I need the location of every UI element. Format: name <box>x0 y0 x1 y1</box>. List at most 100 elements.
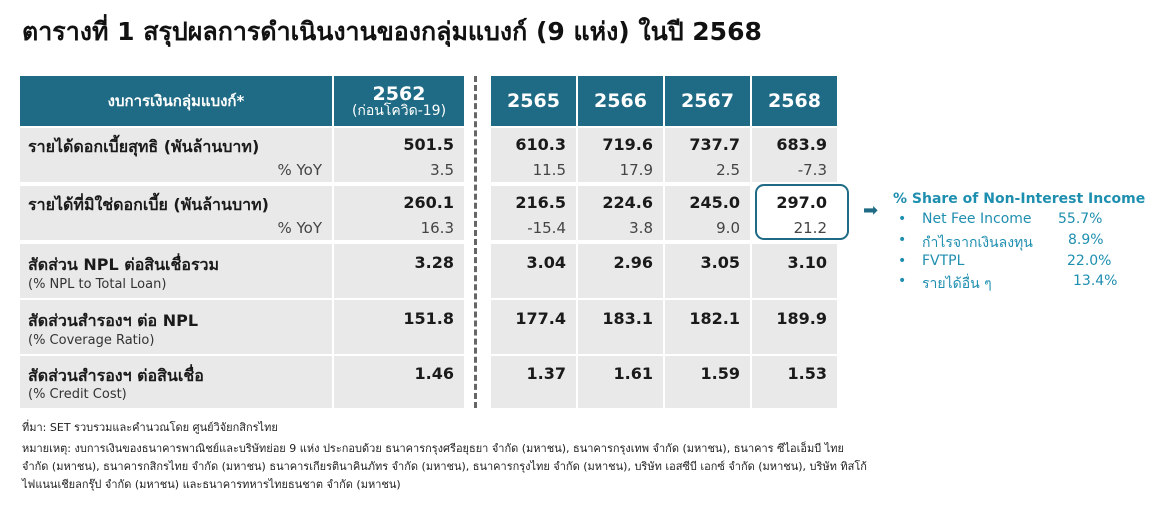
value: 1.59 <box>700 364 740 383</box>
cell-2565: 610.3 11.5 <box>491 128 576 182</box>
cell-2567: 1.59 <box>665 356 750 408</box>
value: 183.1 <box>602 309 653 328</box>
yoy-value: -7.3 <box>797 161 827 179</box>
value: 1.46 <box>414 364 454 383</box>
row-sublabel: (% Credit Cost) <box>28 387 127 402</box>
cell-2567: 3.05 <box>665 244 750 298</box>
cell-2568: 1.53 <box>752 356 837 408</box>
value: 2.96 <box>613 253 653 272</box>
cell-2566: 224.6 3.8 <box>578 186 663 240</box>
cell-2562: 151.8 <box>334 300 464 354</box>
row-sublabel: % YoY <box>277 161 322 179</box>
cell-2565: 216.5 -15.4 <box>491 186 576 240</box>
row-label: สัดส่วนสำรองฯ ต่อสินเชื่อ <box>28 366 204 385</box>
cell-2567: 182.1 <box>665 300 750 354</box>
bullet-icon: • <box>898 253 907 269</box>
value: 216.5 <box>515 193 566 212</box>
bullet-icon: • <box>898 211 907 227</box>
header-label: งบการเงินกลุ่มแบงก์* <box>107 92 245 110</box>
header-2565-cell: 2565 <box>491 76 576 126</box>
row-sublabel: (% Coverage Ratio) <box>28 333 155 348</box>
row-label: สัดส่วน NPL ต่อสินเชื่อรวม <box>28 255 220 274</box>
footnote-line: หมายเหตุ: งบการเงินของธนาคารพาณิชย์และบร… <box>22 442 844 455</box>
value: 1.61 <box>613 364 653 383</box>
value: 245.0 <box>689 193 740 212</box>
share-item-value: 13.4% <box>1073 273 1118 289</box>
cell-2566: 2.96 <box>578 244 663 298</box>
value: 189.9 <box>776 309 827 328</box>
yoy-value: 9.0 <box>716 219 740 237</box>
row-label: รายได้ดอกเบี้ยสุทธิ (พันล้านบาท) <box>28 137 260 156</box>
share-item: • รายได้อื่น ๆ 13.4% <box>898 273 1117 292</box>
value: 1.53 <box>787 364 827 383</box>
yoy-value: 17.9 <box>619 161 653 179</box>
value: 1.37 <box>526 364 566 383</box>
cell-2567: 737.7 2.5 <box>665 128 750 182</box>
table-row: สัดส่วนสำรองฯ ต่อสินเชื่อ (% Credit Cost… <box>20 356 332 408</box>
value: 719.6 <box>602 135 653 154</box>
share-title: % Share of Non-Interest Income <box>893 191 1146 207</box>
share-item: • FVTPL 22.0% <box>898 253 1111 269</box>
row-label: สัดส่วนสำรองฯ ต่อ NPL <box>28 311 199 330</box>
value: 610.3 <box>515 135 566 154</box>
cell-2568: 683.9 -7.3 <box>752 128 837 182</box>
bullet-icon: • <box>898 273 907 289</box>
source-note: ที่มา: SET รวบรวมและคำนวณโดย ศูนย์วิจัยก… <box>22 421 278 434</box>
header-2568-cell: 2568 <box>752 76 837 126</box>
cell-2562: 501.5 3.5 <box>334 128 464 182</box>
cell-2566: 183.1 <box>578 300 663 354</box>
cell-2565: 1.37 <box>491 356 576 408</box>
yoy-value: 3.5 <box>430 161 454 179</box>
value: 224.6 <box>602 193 653 212</box>
share-item-value: 22.0% <box>1067 253 1112 269</box>
value: 297.0 <box>776 193 827 212</box>
header-label-cell: งบการเงินกลุ่มแบงก์* <box>20 76 332 126</box>
value: 3.04 <box>526 253 566 272</box>
yoy-value: 11.5 <box>532 161 566 179</box>
row-sublabel: (% NPL to Total Loan) <box>28 277 167 292</box>
cell-2566: 1.61 <box>578 356 663 408</box>
yoy-value: 16.3 <box>420 219 454 237</box>
value: 182.1 <box>689 309 740 328</box>
value: 177.4 <box>515 309 566 328</box>
value: 3.10 <box>787 253 827 272</box>
header-2566-cell: 2566 <box>578 76 663 126</box>
share-item-value: 8.9% <box>1068 232 1104 248</box>
row-sublabel: % YoY <box>277 219 322 237</box>
share-item-label: Net Fee Income <box>922 211 1032 227</box>
cell-2562: 1.46 <box>334 356 464 408</box>
value: 260.1 <box>403 193 454 212</box>
header-2567-cell: 2567 <box>665 76 750 126</box>
value: 3.28 <box>414 253 454 272</box>
header-2562-cell: 2562 (ก่อนโควิด-19) <box>334 76 464 126</box>
row-label: รายได้ที่มิใช่ดอกเบี้ย (พันล้านบาท) <box>28 195 269 214</box>
page-title: ตารางที่ 1 สรุปผลการดำเนินงานของกลุ่มแบง… <box>22 17 762 46</box>
table-row: รายได้ดอกเบี้ยสุทธิ (พันล้านบาท) % YoY <box>20 128 332 182</box>
bullet-icon: • <box>898 232 907 248</box>
share-item-label: FVTPL <box>922 253 965 269</box>
share-item-label: กำไรจากเงินลงทุน <box>922 235 1033 251</box>
arrow-right-icon: ➡ <box>863 200 879 221</box>
header-2562: 2562 <box>372 82 426 105</box>
yoy-value: 2.5 <box>716 161 740 179</box>
period-divider <box>474 76 477 408</box>
header-2566: 2566 <box>594 90 647 112</box>
share-item: • Net Fee Income 55.7% <box>898 211 1102 227</box>
cell-2566: 719.6 17.9 <box>578 128 663 182</box>
cell-2568: 189.9 <box>752 300 837 354</box>
value: 737.7 <box>689 135 740 154</box>
share-item-label: รายได้อื่น ๆ <box>922 276 992 292</box>
header-2565: 2565 <box>507 90 560 112</box>
cell-2562: 260.1 16.3 <box>334 186 464 240</box>
value: 683.9 <box>776 135 827 154</box>
cell-2565: 177.4 <box>491 300 576 354</box>
share-item-value: 55.7% <box>1058 211 1103 227</box>
header-2568: 2568 <box>768 90 821 112</box>
header-2562-note: (ก่อนโควิด-19) <box>351 102 447 119</box>
yoy-value: -15.4 <box>527 219 566 237</box>
table-row: สัดส่วนสำรองฯ ต่อ NPL (% Coverage Ratio) <box>20 300 332 354</box>
highlight-box <box>755 184 849 240</box>
cell-2562: 3.28 <box>334 244 464 298</box>
footnote-line: จำกัด (มหาชน), ธนาคารกสิกรไทย จำกัด (มหา… <box>22 460 867 473</box>
header-2567: 2567 <box>681 90 734 112</box>
